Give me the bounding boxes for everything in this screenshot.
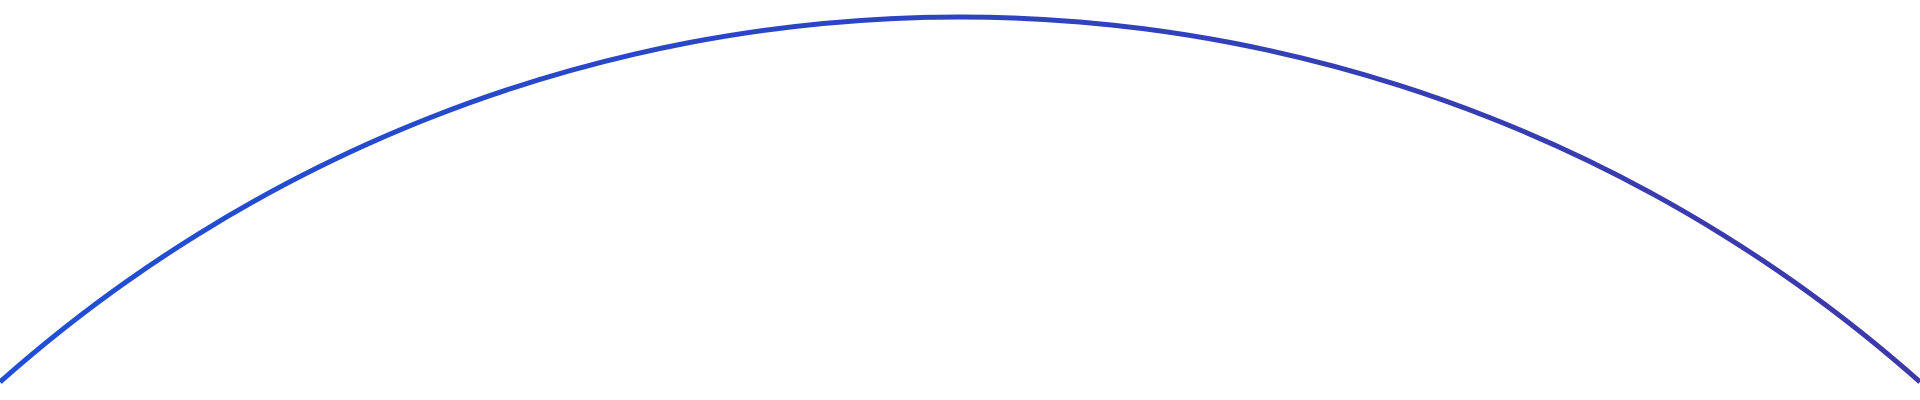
decorative-arc [0, 14, 1920, 384]
